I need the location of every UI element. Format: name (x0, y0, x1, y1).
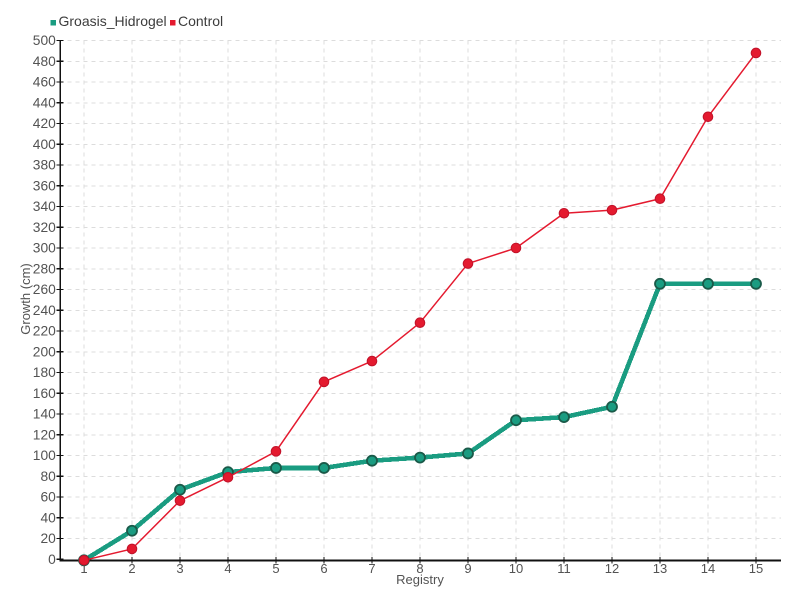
svg-text:12: 12 (605, 561, 619, 576)
svg-text:2: 2 (128, 561, 135, 576)
svg-text:200: 200 (33, 344, 56, 359)
svg-text:3: 3 (176, 561, 183, 576)
svg-text:320: 320 (33, 220, 56, 235)
svg-text:300: 300 (33, 241, 56, 256)
svg-text:20: 20 (40, 531, 56, 546)
svg-text:8: 8 (416, 561, 423, 576)
svg-text:Groasis_Hidrogel: Groasis_Hidrogel (59, 13, 167, 29)
svg-text:13: 13 (653, 561, 667, 576)
svg-text:Control: Control (178, 13, 223, 29)
svg-text:6: 6 (320, 561, 327, 576)
svg-text:380: 380 (33, 158, 56, 173)
svg-text:420: 420 (33, 116, 56, 131)
svg-text:80: 80 (40, 469, 56, 484)
svg-text:15: 15 (749, 561, 763, 576)
svg-text:440: 440 (33, 95, 56, 110)
svg-text:40: 40 (40, 510, 56, 525)
svg-text:7: 7 (368, 561, 375, 576)
svg-text:280: 280 (33, 261, 56, 276)
svg-text:10: 10 (509, 561, 523, 576)
svg-text:Growth (cm): Growth (cm) (18, 263, 33, 335)
svg-text:4: 4 (224, 561, 231, 576)
svg-text:100: 100 (33, 448, 56, 463)
svg-text:14: 14 (701, 561, 715, 576)
svg-text:180: 180 (33, 365, 56, 380)
svg-text:1: 1 (80, 561, 87, 576)
svg-text:Registry: Registry (396, 572, 444, 587)
svg-text:500: 500 (33, 33, 56, 48)
svg-text:260: 260 (33, 282, 56, 297)
svg-text:11: 11 (557, 561, 571, 576)
svg-text:120: 120 (33, 427, 56, 442)
svg-text:160: 160 (33, 386, 56, 401)
svg-text:5: 5 (272, 561, 279, 576)
svg-text:360: 360 (33, 178, 56, 193)
svg-text:220: 220 (33, 324, 56, 339)
svg-text:60: 60 (40, 490, 56, 505)
svg-text:480: 480 (33, 54, 56, 69)
svg-text:0: 0 (48, 552, 56, 567)
svg-text:9: 9 (464, 561, 471, 576)
svg-text:140: 140 (33, 407, 56, 422)
svg-text:240: 240 (33, 303, 56, 318)
svg-text:400: 400 (33, 137, 56, 152)
svg-text:460: 460 (33, 75, 56, 90)
svg-text:340: 340 (33, 199, 56, 214)
